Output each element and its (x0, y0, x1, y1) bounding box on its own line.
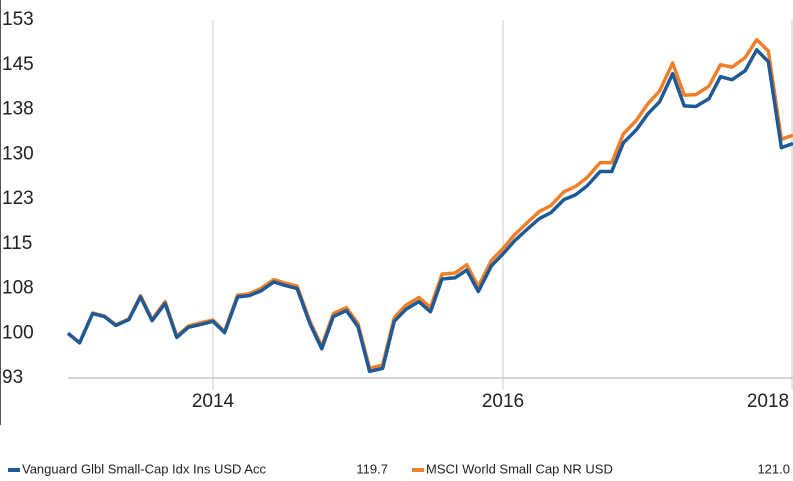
y-tick-label: 145 (2, 54, 34, 75)
y-tick-label: 130 (2, 143, 34, 164)
legend-label: Vanguard Glbl Small-Cap Idx Ins USD Acc (22, 461, 266, 476)
legend-value: 119.7 (356, 461, 388, 476)
x-tick-label: 2016 (482, 391, 524, 412)
x-tick-label: 2018 (747, 391, 789, 412)
y-tick-label: 115 (2, 233, 32, 254)
legend-label: MSCI World Small Cap NR USD (426, 461, 613, 476)
series-line (66, 37, 793, 371)
x-tick-label: 2014 (192, 391, 235, 412)
y-tick-label: 138 (2, 99, 34, 120)
y-tick-label: 153 (2, 9, 34, 30)
y-tick-label: 123 (2, 188, 34, 209)
series-line (66, 48, 793, 374)
legend-swatch (8, 468, 20, 472)
legend-value: 121.0 (757, 461, 790, 476)
legend-swatch (412, 468, 424, 472)
y-tick-label: 100 (2, 322, 34, 343)
y-tick-label: 93 (2, 367, 23, 388)
y-tick-label: 108 (2, 278, 34, 299)
